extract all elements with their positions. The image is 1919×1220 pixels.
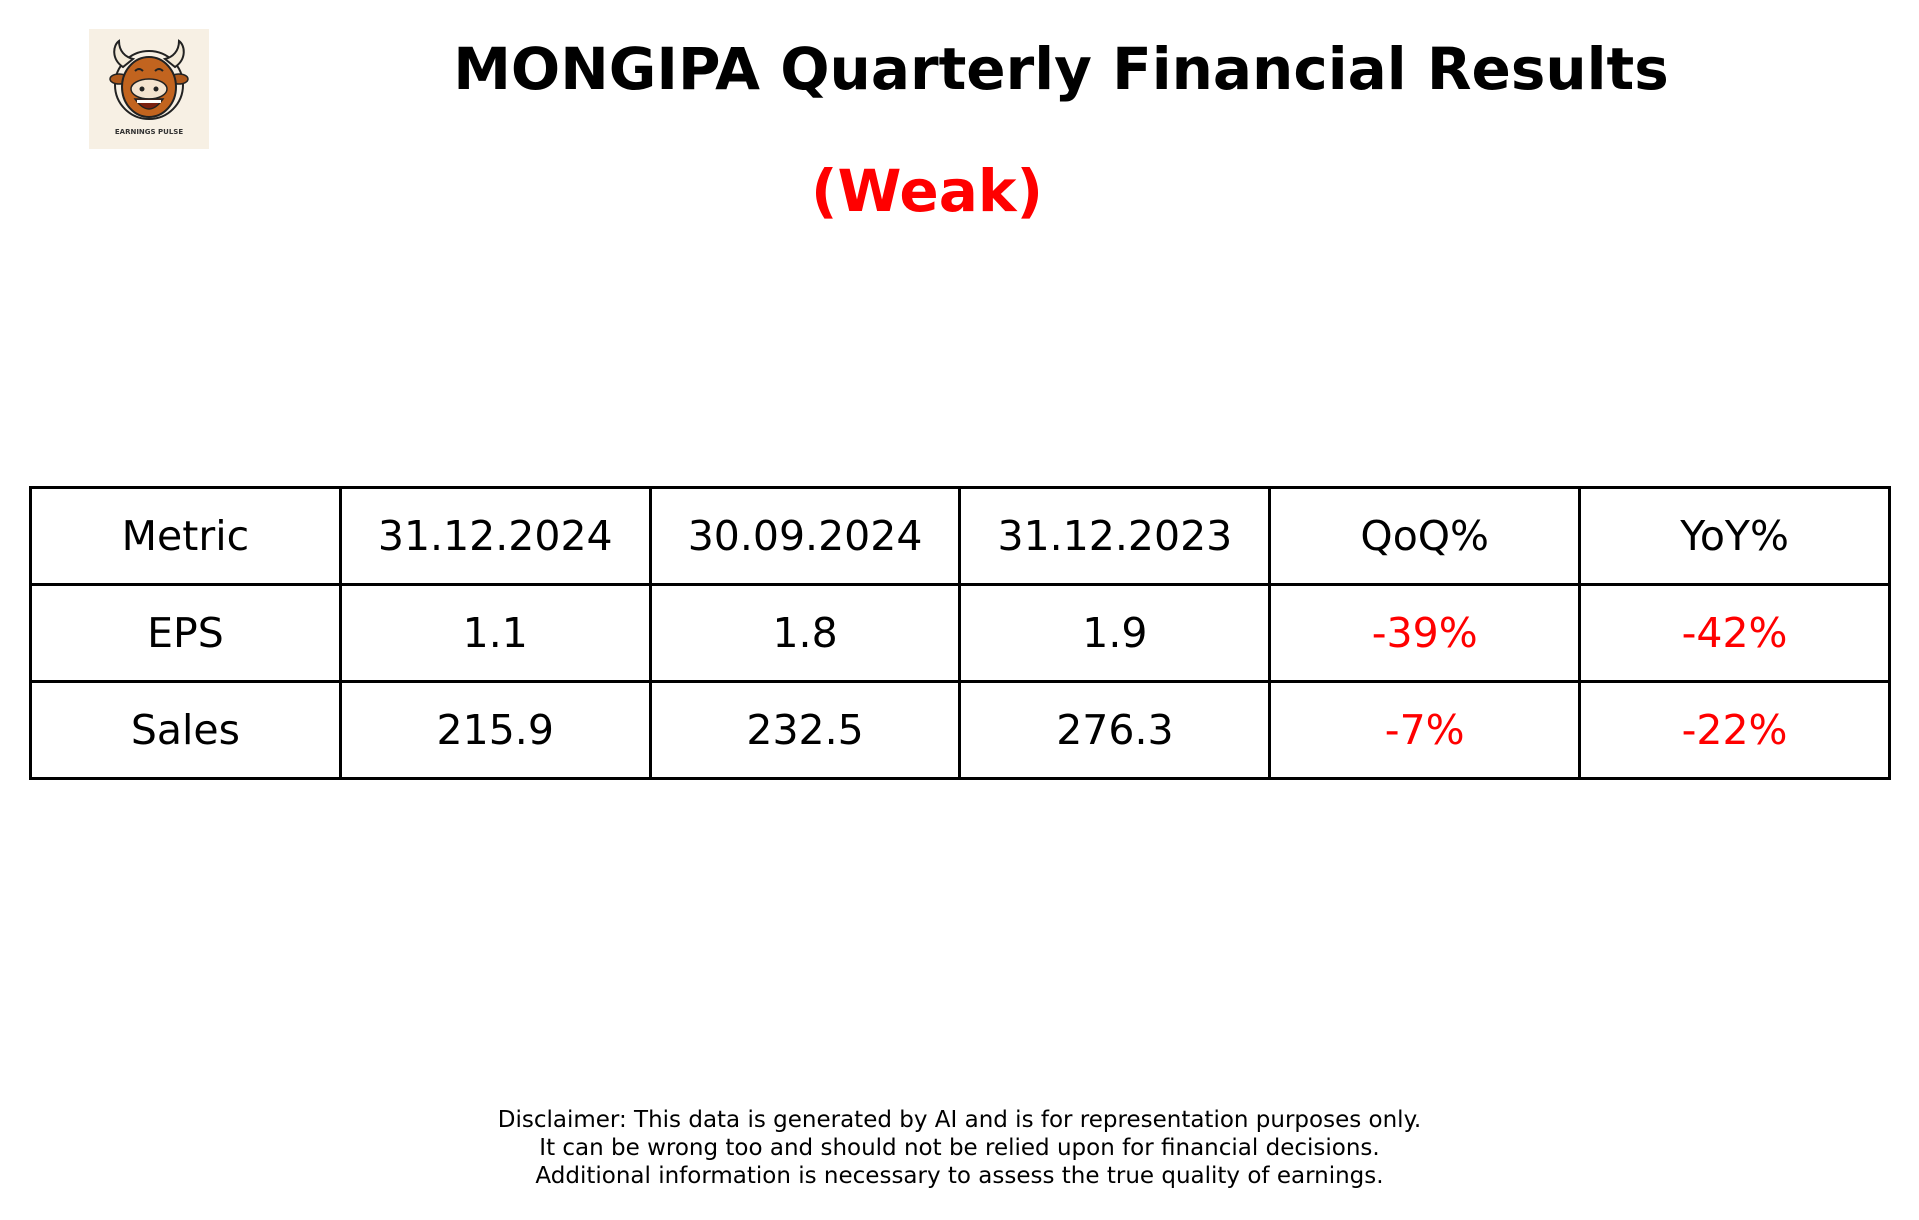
logo-text: EARNINGS PULSE — [115, 128, 183, 136]
value-cell: 1.9 — [958, 583, 1272, 683]
metric-cell: Sales — [29, 680, 342, 780]
header-cell: 31.12.2023 — [958, 486, 1272, 586]
table-row: EPS 1.1 1.8 1.9 -39% -42% — [29, 583, 1891, 683]
results-table: Metric 31.12.2024 30.09.2024 31.12.2023 … — [29, 486, 1891, 780]
earnings-pulse-logo: EARNINGS PULSE — [89, 29, 209, 149]
header-cell: 31.12.2024 — [338, 486, 652, 586]
yoy-cell: -42% — [1578, 583, 1891, 683]
rating-label: (Weak) — [811, 157, 1043, 225]
yoy-cell: -22% — [1578, 680, 1891, 780]
header-cell: YoY% — [1578, 486, 1891, 586]
value-cell: 215.9 — [338, 680, 652, 780]
table-row: Sales 215.9 232.5 276.3 -7% -22% — [29, 680, 1891, 780]
disclaimer-line: It can be wrong too and should not be re… — [539, 1135, 1380, 1161]
value-cell: 232.5 — [648, 680, 962, 780]
qoq-cell: -39% — [1268, 583, 1582, 683]
bull-mascot-icon: EARNINGS PULSE — [109, 39, 189, 136]
value-cell: 1.1 — [338, 583, 652, 683]
page-title: MONGIPA Quarterly Financial Results — [453, 35, 1669, 103]
qoq-cell: -7% — [1268, 680, 1582, 780]
metric-cell: EPS — [29, 583, 342, 683]
value-cell: 276.3 — [958, 680, 1272, 780]
value-cell: 1.8 — [648, 583, 962, 683]
disclaimer-line: Disclaimer: This data is generated by AI… — [497, 1107, 1422, 1133]
disclaimer-line: Additional information is necessary to a… — [535, 1163, 1384, 1189]
disclaimer: Disclaimer: This data is generated by AI… — [0, 1106, 1919, 1190]
header-cell: QoQ% — [1268, 486, 1582, 586]
table-header-row: Metric 31.12.2024 30.09.2024 31.12.2023 … — [29, 486, 1891, 586]
header-cell: Metric — [29, 486, 342, 586]
header-cell: 30.09.2024 — [648, 486, 962, 586]
